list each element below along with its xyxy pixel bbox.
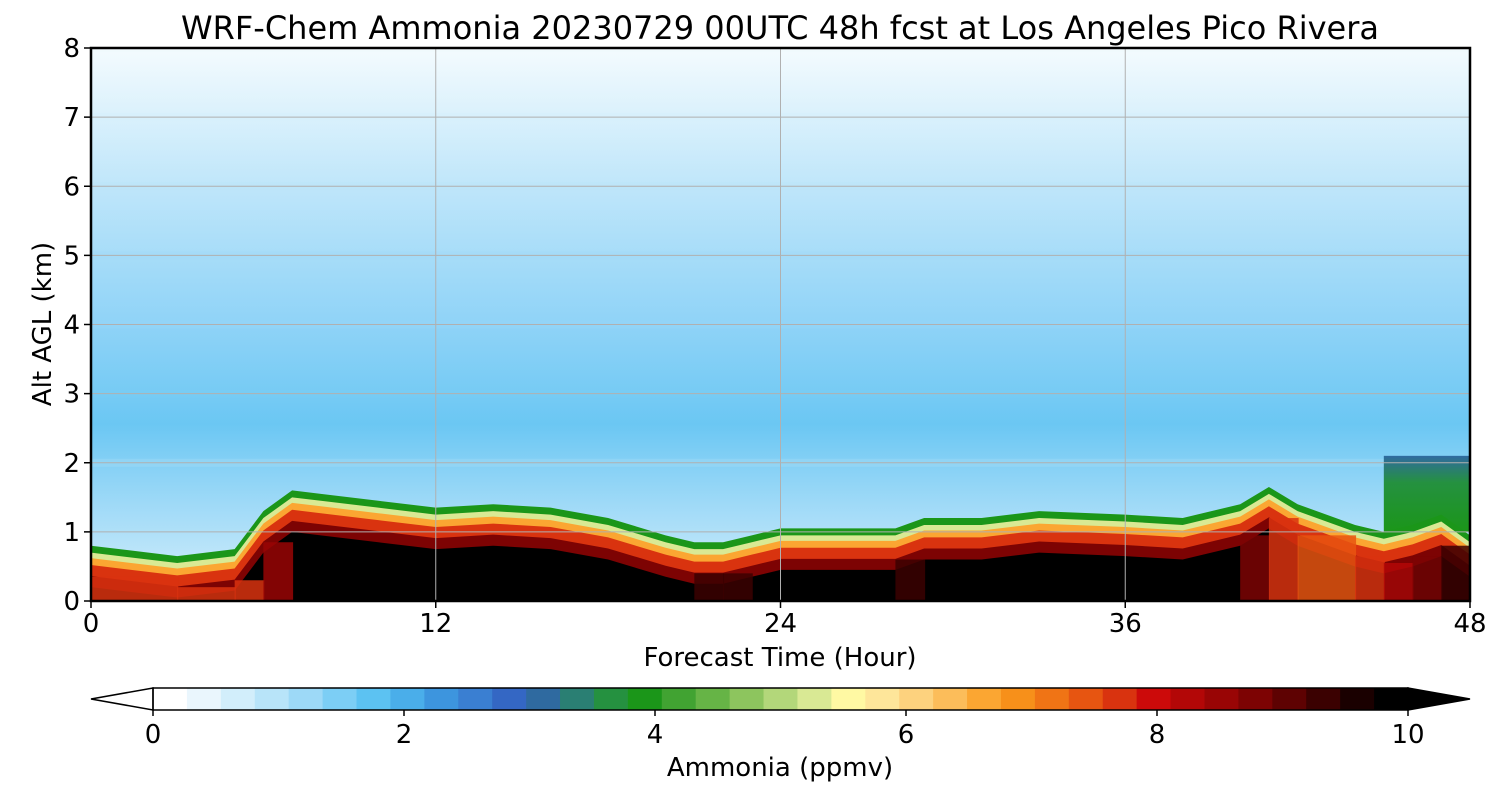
colorbar-swatch-12 [560,688,595,710]
x-tick-label-1: 12 [419,609,452,639]
colorbar-swatch-0 [153,688,188,710]
grid-lines [91,48,1470,601]
surface-cell-17 [895,559,926,601]
colorbar-swatch-32 [1238,688,1273,710]
y-axis-label: Alt AGL (km) [28,242,58,406]
y-axis-ticks: 0 1 2 3 4 5 6 7 8 [63,34,91,617]
colorbar-max-arrow [1407,687,1471,711]
colorbar-tick-label-0: 0 [145,720,162,750]
surface-cell-28 [1412,556,1443,601]
colorbar-swatch-2 [220,688,256,710]
chart-title: WRF-Chem Ammonia 20230729 00UTC 48h fcst… [181,9,1379,47]
surface-cell-13 [723,573,753,601]
surface-cell-12 [694,573,725,601]
x-tick-label-0: 0 [83,609,100,639]
colorbar-swatch-17 [729,688,765,710]
colorbar-swatch-26 [1034,688,1070,710]
colorbar-swatch-23 [933,688,968,710]
colorbar-swatch-1 [186,688,222,710]
x-axis-ticks: 0 12 24 36 48 [83,601,1487,639]
colorbar-swatch-34 [1306,688,1341,710]
surface-cell-24 [1268,518,1299,601]
colorbar-tick-label-5: 10 [1391,720,1424,750]
colorbar-label: Ammonia (ppmv) [667,753,893,783]
y-tick-label-7: 7 [63,103,80,133]
colorbar-swatch-27 [1068,688,1104,710]
surface-cell-0 [91,576,179,601]
colorbar-swatch-24 [967,688,1002,710]
colorbar-swatch-33 [1272,688,1307,710]
surface-cell-26 [1355,556,1385,601]
surface-cell-29 [1441,545,1470,601]
y-tick-label-1: 1 [63,518,80,548]
y-tick-label-6: 6 [63,172,80,202]
x-tick-label-3: 36 [1109,609,1142,639]
colorbar-swatch-5 [322,688,358,710]
surface-cell-23 [1240,535,1270,601]
colorbar-swatch-3 [254,688,290,710]
surface-cell-2 [234,580,265,601]
x-tick-label-4: 48 [1453,609,1486,639]
green-patch [1383,455,1470,532]
y-tick-label-8: 8 [63,34,80,64]
colorbar-swatch-22 [899,688,934,710]
colorbar-swatch-28 [1102,688,1138,710]
colorbar-swatch-30 [1170,688,1206,710]
colorbar-swatch-10 [492,688,527,710]
y-tick-label-0: 0 [63,587,80,617]
colorbar-swatch-6 [356,688,392,710]
surface-cell-1 [177,587,236,601]
colorbar-tick-label-3: 6 [898,720,915,750]
colorbar-swatch-16 [695,688,731,710]
colorbar-swatch-31 [1204,688,1240,710]
colorbar-swatch-19 [797,688,832,710]
x-axis-label: Forecast Time (Hour) [643,643,916,673]
colorbar-swatch-36 [1374,688,1409,710]
y-tick-label-3: 3 [63,380,80,410]
y-tick-label-4: 4 [63,311,80,341]
colorbar-swatch-13 [593,688,629,710]
colorbar-swatch-21 [865,688,900,710]
colorbar-tick-label-4: 8 [1149,720,1166,750]
colorbar-tick-label-1: 2 [396,720,413,750]
colorbar-swatch-18 [763,688,799,710]
surface-cell-27 [1383,562,1414,601]
colorbar-frame [152,687,1409,711]
surface-cell-3 [263,542,294,601]
colorbar-swatch-4 [288,688,324,710]
y-tick-label-5: 5 [63,241,80,271]
colorbar-swatch-8 [424,688,459,710]
y-tick-label-2: 2 [63,449,80,479]
colorbar: 0 2 4 6 8 10 [90,687,1471,750]
colorbar-swatch-25 [1000,688,1036,710]
colorbar-swatch-15 [661,688,697,710]
colorbar-min-arrow [90,687,154,711]
plot-area [89,46,1472,603]
colorbar-swatch-7 [390,688,425,710]
x-tick-label-2: 24 [764,609,797,639]
colorbar-tick-label-2: 4 [647,720,664,750]
colorbar-swatch-20 [831,688,866,710]
colorbar-swatch-14 [627,688,663,710]
colorbar-swatch-29 [1136,688,1172,710]
colorbar-swatch-9 [458,688,493,710]
colorbar-swatch-11 [526,688,561,710]
colorbar-swatch-35 [1340,688,1375,710]
surface-cell-25 [1297,535,1357,601]
